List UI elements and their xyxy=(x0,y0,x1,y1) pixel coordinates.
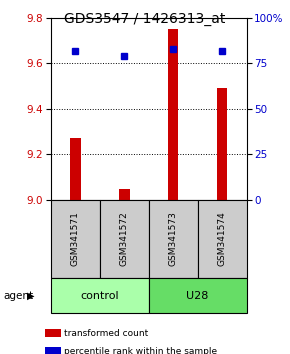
Text: ▶: ▶ xyxy=(27,291,34,301)
Bar xyxy=(168,29,178,200)
Text: transformed count: transformed count xyxy=(64,329,148,338)
Text: percentile rank within the sample: percentile rank within the sample xyxy=(64,347,217,354)
Text: GSM341573: GSM341573 xyxy=(168,211,177,267)
Text: GSM341572: GSM341572 xyxy=(120,212,129,266)
Text: GSM341574: GSM341574 xyxy=(218,212,226,266)
Text: control: control xyxy=(80,291,119,301)
Bar xyxy=(70,138,81,200)
Bar xyxy=(217,88,227,200)
Text: agent: agent xyxy=(3,291,33,301)
Text: GDS3547 / 1426313_at: GDS3547 / 1426313_at xyxy=(64,12,226,27)
Text: GSM341571: GSM341571 xyxy=(71,211,80,267)
Bar xyxy=(119,189,130,200)
Text: U28: U28 xyxy=(186,291,209,301)
